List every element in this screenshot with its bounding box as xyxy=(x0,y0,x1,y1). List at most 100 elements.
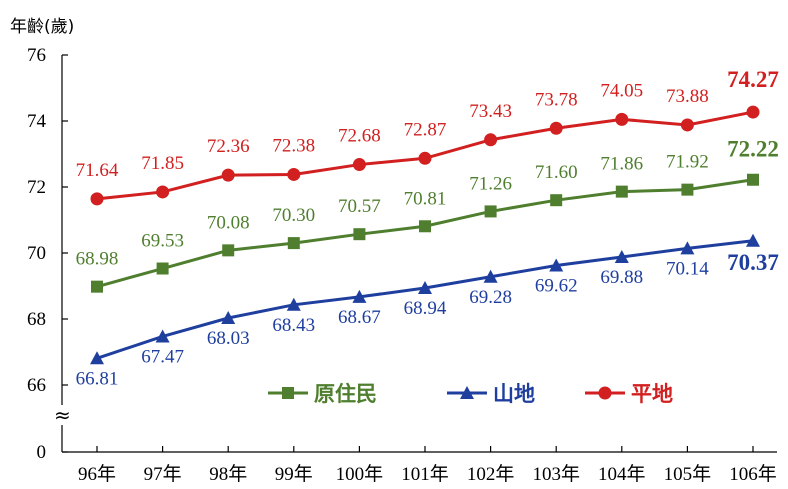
data-label: 68.67 xyxy=(338,307,381,328)
x-tick-label: 99年 xyxy=(275,463,313,485)
data-label: 71.26 xyxy=(469,173,512,194)
data-label: 70.57 xyxy=(338,196,381,217)
y-tick-label: 68 xyxy=(27,309,46,330)
data-label: 69.28 xyxy=(469,287,512,308)
data-point xyxy=(156,185,170,199)
data-label: 73.78 xyxy=(535,89,578,110)
data-point xyxy=(91,280,103,293)
data-point xyxy=(680,241,695,255)
data-point xyxy=(90,192,104,206)
data-point xyxy=(90,351,104,365)
data-label: 68.43 xyxy=(272,315,315,336)
y-tick-label: 70 xyxy=(27,243,46,264)
legend-marker xyxy=(598,386,612,400)
legend-item: 平地 xyxy=(585,382,673,406)
legend: 原住民 山地 平地 xyxy=(268,382,673,406)
x-tick-label: 98年 xyxy=(209,463,247,485)
data-point xyxy=(221,311,236,325)
data-point xyxy=(484,205,497,218)
x-tick-label: 106年 xyxy=(729,463,777,485)
data-point xyxy=(419,220,431,233)
y-tick-label: 72 xyxy=(27,177,46,198)
data-point xyxy=(746,233,760,247)
x-tick-label: 97年 xyxy=(144,463,182,485)
data-label: 69.62 xyxy=(535,276,578,297)
legend-marker xyxy=(460,386,474,399)
data-label: 72.68 xyxy=(338,126,381,147)
data-point xyxy=(615,112,629,126)
legend-label: 原住民 xyxy=(314,382,377,406)
data-label: 67.47 xyxy=(141,346,184,367)
series-square xyxy=(91,173,759,293)
y-tick-label: 74 xyxy=(27,111,47,132)
data-point xyxy=(287,167,301,181)
x-tick-label: 104年 xyxy=(598,463,646,485)
data-point xyxy=(221,168,235,182)
data-label: 71.92 xyxy=(666,152,709,173)
data-point xyxy=(483,269,498,283)
data-point xyxy=(614,249,629,263)
y-tick-label: 76 xyxy=(27,45,46,66)
data-point xyxy=(550,194,563,207)
data-point xyxy=(549,121,563,135)
data-point xyxy=(484,133,498,147)
data-label: 72.38 xyxy=(272,135,315,156)
data-point xyxy=(222,244,235,257)
data-point xyxy=(747,173,759,186)
data-label: 71.86 xyxy=(600,154,643,175)
x-tick-label: 103年 xyxy=(532,463,580,485)
legend-label: 山地 xyxy=(493,382,535,406)
data-label: 74.27 xyxy=(727,67,779,92)
data-point xyxy=(286,297,301,311)
data-point xyxy=(156,262,169,275)
axes: ≈ xyxy=(54,55,777,453)
data-label: 70.81 xyxy=(404,188,447,209)
data-point xyxy=(680,118,694,132)
data-label: 72.87 xyxy=(404,119,447,140)
data-label: 70.14 xyxy=(666,258,709,279)
y-tick-label: 66 xyxy=(27,375,46,396)
data-point xyxy=(681,183,694,196)
data-label: 72.22 xyxy=(727,137,779,162)
data-label: 73.88 xyxy=(666,86,709,107)
data-label: 68.94 xyxy=(404,298,447,319)
x-tick-label: 102年 xyxy=(467,463,515,485)
data-point xyxy=(287,237,300,250)
legend-item: 原住民 xyxy=(268,382,377,406)
data-label: 70.08 xyxy=(207,212,250,233)
data-label: 71.64 xyxy=(76,160,119,181)
data-label: 74.05 xyxy=(600,80,643,101)
data-point xyxy=(155,329,170,343)
data-label: 68.03 xyxy=(207,328,250,349)
data-label: 71.85 xyxy=(141,153,184,174)
data-label: 72.36 xyxy=(207,136,250,157)
data-point xyxy=(746,105,760,119)
data-label: 69.53 xyxy=(141,231,184,252)
series-triangle xyxy=(90,233,760,365)
data-label: 66.81 xyxy=(76,368,119,389)
y-tick-label: 0 xyxy=(37,442,47,463)
data-label: 70.37 xyxy=(727,250,779,275)
x-tick-label: 105年 xyxy=(664,463,712,485)
data-point xyxy=(549,258,564,272)
data-point xyxy=(352,158,366,172)
series-layer xyxy=(90,105,760,365)
y-axis-label: 年齡(歲) xyxy=(10,17,74,37)
x-tick-label: 96年 xyxy=(78,463,116,485)
data-label: 69.88 xyxy=(600,267,643,288)
data-point xyxy=(353,228,366,241)
data-label: 70.30 xyxy=(272,205,315,226)
data-point xyxy=(418,280,432,294)
data-point xyxy=(352,289,367,303)
data-point xyxy=(615,185,628,198)
data-label: 73.43 xyxy=(469,101,512,122)
x-ticks: 96年 97年 98年 99年 100年 101年 102年 103年 104年 105年 106年 xyxy=(78,446,777,485)
legend-item: 山地 xyxy=(447,382,535,406)
series-circle xyxy=(90,105,760,206)
x-tick-label: 101年 xyxy=(401,463,449,485)
data-point xyxy=(418,151,432,165)
x-tick-label: 100年 xyxy=(336,463,384,485)
legend-marker xyxy=(282,387,294,399)
y-ticks: 76 74 72 70 68 66 0 xyxy=(27,45,68,463)
